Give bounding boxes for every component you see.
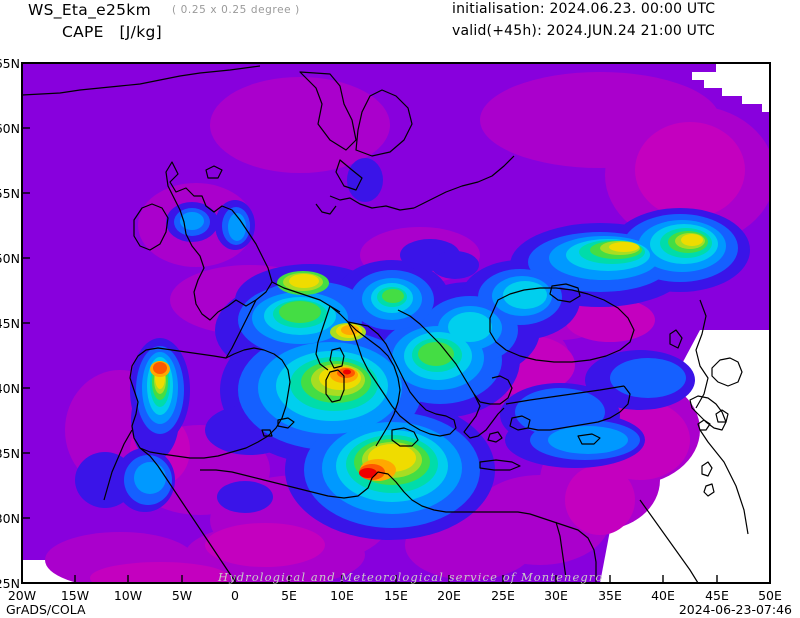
initialisation-time-label: initialisation: 2024.06.23. 00:00 UTC — [452, 1, 716, 17]
x-tick-label-10w: 10W — [113, 588, 143, 603]
x-tick-label-40e: 40E — [651, 588, 675, 603]
x-tick-label-10e: 10E — [330, 588, 354, 603]
y-axis-ticks — [22, 62, 30, 584]
x-tick-label-30e: 30E — [544, 588, 568, 603]
chart-header: WS_Eta_e25km ( 0.25 x 0.25 degree ) CAPE… — [0, 0, 800, 52]
valid-time-label: valid(+45h): 2024.JUN.24 21:00 UTC — [452, 23, 716, 39]
cape-field-layer — [22, 63, 770, 583]
grads-credit-label: GrADS/COLA — [6, 602, 86, 617]
x-tick-label-20w: 20W — [7, 588, 37, 603]
x-tick-label-45e: 45E — [705, 588, 729, 603]
variable-name-label: CAPE [J/kg] — [62, 23, 162, 41]
x-tick-label-15e: 15E — [384, 588, 408, 603]
x-tick-label-5w: 5W — [171, 588, 193, 603]
run-timestamp-label: 2024-06-23-07:46 — [678, 602, 792, 617]
y-tick-label-40n: 40N — [0, 381, 20, 396]
grid-resolution-label: ( 0.25 x 0.25 degree ) — [172, 4, 300, 16]
y-tick-label-60n: 60N — [0, 121, 20, 136]
x-tick-label-50e: 50E — [758, 588, 782, 603]
coastline-layer — [22, 65, 749, 583]
x-tick-label-35e: 35E — [598, 588, 622, 603]
y-tick-label-55n: 55N — [0, 186, 20, 201]
y-tick-label-30n: 30N — [0, 511, 20, 526]
x-tick-label-0: 0 — [231, 588, 239, 603]
x-tick-label-25e: 25E — [491, 588, 515, 603]
model-name-label: WS_Eta_e25km — [28, 1, 151, 19]
cape-band-red — [343, 369, 377, 478]
y-tick-label-35n: 35N — [0, 446, 20, 461]
y-tick-label-65n: 65N — [0, 56, 20, 71]
y-tick-label-45n: 45N — [0, 316, 20, 331]
y-tick-label-50n: 50N — [0, 251, 20, 266]
y-tick-label-25n: 25N — [0, 576, 20, 591]
domain-cut-topright — [692, 63, 770, 112]
x-tick-label-5e: 5E — [281, 588, 297, 603]
x-axis-ticks — [21, 575, 771, 583]
x-tick-label-20e: 20E — [437, 588, 461, 603]
x-tick-label-15w: 15W — [60, 588, 90, 603]
